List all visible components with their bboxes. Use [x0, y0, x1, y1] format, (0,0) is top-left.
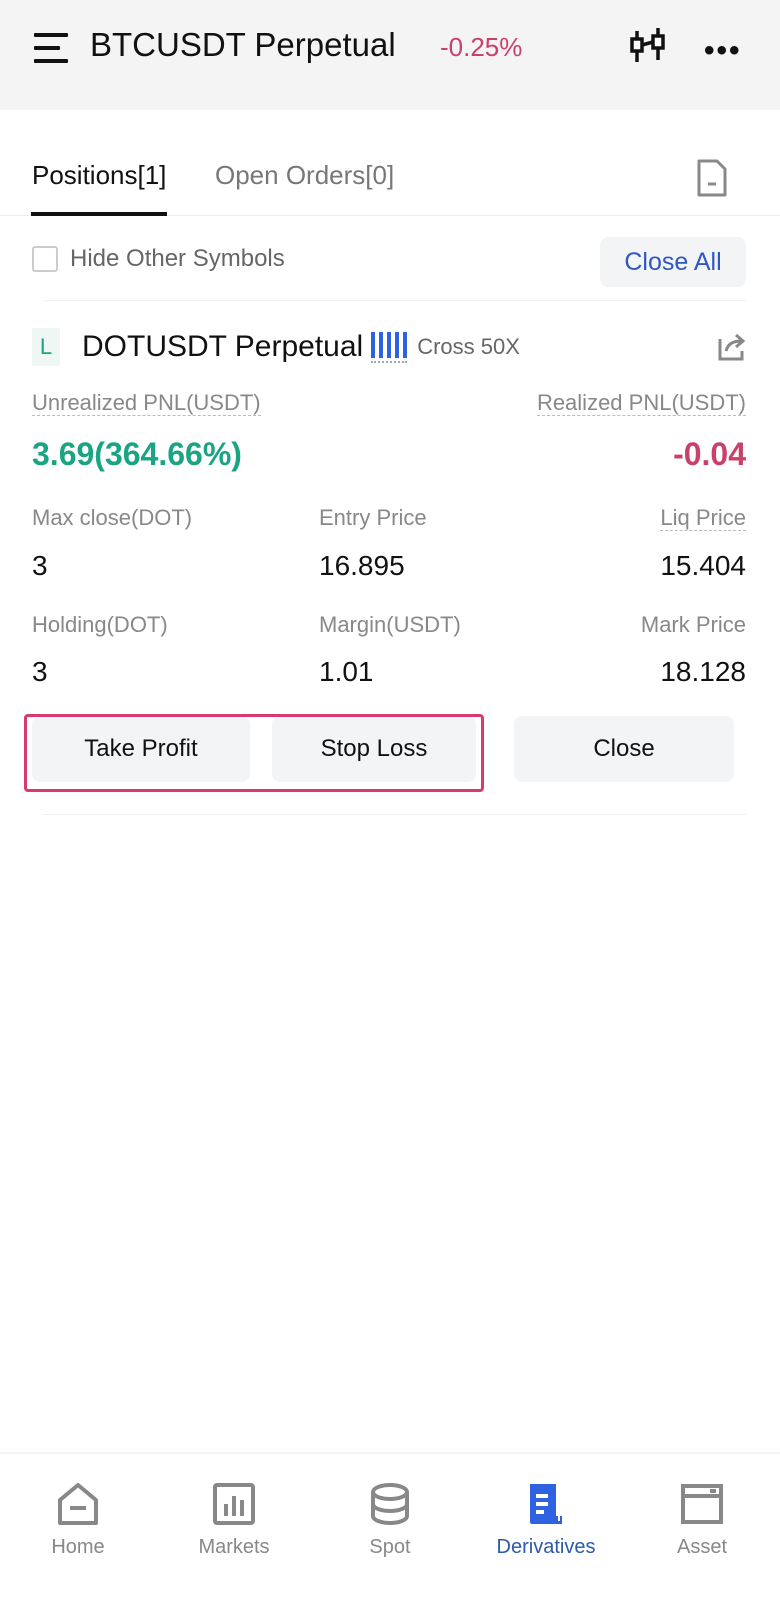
holding-value: 3	[32, 656, 48, 687]
risk-level-icon[interactable]	[371, 331, 408, 363]
document-icon[interactable]	[696, 158, 728, 198]
markets-icon	[213, 1483, 255, 1525]
tab-positions[interactable]: Positions[1]	[30, 160, 168, 216]
realized-pnl-label[interactable]: Realized PNL(USDT)	[536, 390, 746, 416]
wallet-icon	[681, 1484, 723, 1524]
checkbox[interactable]	[32, 246, 58, 272]
highlight-box	[24, 714, 484, 792]
margin-value: 1.01	[319, 656, 374, 687]
take-profit-button[interactable]: Take Profit	[32, 716, 250, 782]
max-close-label: Max close(DOT)	[32, 505, 193, 530]
position-symbol[interactable]: DOTUSDT Perpetual	[82, 330, 364, 363]
unrealized-pnl-label[interactable]: Unrealized PNL(USDT)	[32, 390, 261, 416]
entry-price-value: 16.895	[319, 550, 405, 581]
nav-spot[interactable]: Spot	[312, 1454, 468, 1600]
mark-price-label: Mark Price	[640, 612, 746, 637]
nav-derivatives-label: Derivatives	[496, 1536, 596, 1558]
margin-label: Margin(USDT)	[319, 612, 461, 637]
nav-markets-label: Markets	[198, 1536, 270, 1558]
coins-icon	[371, 1483, 409, 1526]
bottom-nav: Home Markets Spot Derivatives Asset	[0, 1452, 780, 1600]
more-icon[interactable]: •••	[704, 34, 742, 67]
nav-derivatives[interactable]: Derivatives	[468, 1454, 624, 1600]
nav-spot-label: Spot	[369, 1536, 411, 1558]
long-badge: L	[32, 328, 60, 366]
nav-home[interactable]: Home	[0, 1454, 156, 1600]
nav-home-label: Home	[51, 1536, 105, 1558]
nav-markets[interactable]: Markets	[156, 1454, 312, 1600]
nav-asset[interactable]: Asset	[624, 1454, 780, 1600]
position-header: L DOTUSDT Perpetual Cross 50X	[32, 328, 748, 366]
stop-loss-button[interactable]: Stop Loss	[272, 716, 476, 782]
hide-other-symbols-label: Hide Other Symbols	[70, 245, 285, 272]
home-icon	[58, 1483, 98, 1525]
page-title[interactable]: BTCUSDT Perpetual	[90, 26, 396, 63]
liq-price-value: 15.404	[660, 550, 746, 581]
close-position-button[interactable]: Close	[514, 716, 734, 782]
max-close-value: 3	[32, 550, 48, 581]
divider	[44, 814, 746, 815]
share-icon[interactable]	[716, 331, 748, 363]
realized-pnl-value: -0.04	[673, 436, 746, 472]
derivatives-icon	[530, 1484, 562, 1524]
menu-icon[interactable]	[34, 33, 70, 63]
close-all-button[interactable]: Close All	[600, 237, 746, 287]
tab-bar: Positions[1] Open Orders[0]	[0, 150, 780, 216]
nav-asset-label: Asset	[676, 1536, 728, 1558]
unrealized-pnl-value: 3.69(364.66%)	[32, 436, 242, 472]
candlestick-icon[interactable]	[628, 26, 668, 66]
price-change: -0.25%	[440, 32, 523, 62]
entry-price-label: Entry Price	[319, 505, 427, 530]
top-bar: BTCUSDT Perpetual -0.25% •••	[0, 0, 780, 110]
mark-price-value: 18.128	[660, 656, 746, 687]
margin-mode: Cross 50X	[417, 334, 520, 359]
hide-other-symbols-checkbox[interactable]: Hide Other Symbols	[32, 245, 285, 273]
holding-label: Holding(DOT)	[32, 612, 168, 637]
tab-open-orders[interactable]: Open Orders[0]	[215, 160, 395, 190]
divider	[44, 300, 746, 301]
liq-price-label[interactable]: Liq Price	[660, 505, 746, 531]
